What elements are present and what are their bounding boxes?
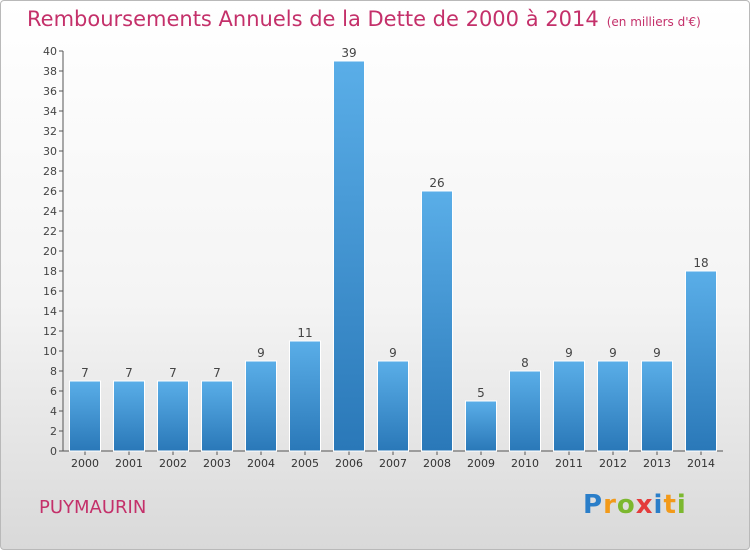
- bar-2006: [333, 60, 365, 452]
- y-tick-label: 4: [50, 405, 57, 418]
- bar-value-label: 5: [477, 386, 485, 400]
- x-axis: 2000 2001 2002 2003 2004 2005 2006 2007 2008 2009…: [63, 450, 723, 470]
- bar-2001: [113, 380, 145, 452]
- x-tick-label: 2001: [115, 457, 143, 470]
- x-tick-label: 2007: [379, 457, 407, 470]
- y-tick-label: 8: [50, 365, 57, 378]
- bar-2000: [69, 380, 101, 452]
- bar-2009: [465, 400, 497, 452]
- bar-2010: [509, 370, 541, 452]
- x-tick-label: 2011: [555, 457, 583, 470]
- y-tick-label: 26: [43, 185, 57, 198]
- x-tick-label: 2004: [247, 457, 275, 470]
- bar-value-label: 11: [297, 326, 312, 340]
- bar-value-label: 7: [213, 366, 221, 380]
- x-tick-label: 2009: [467, 457, 495, 470]
- bar-2014: [685, 270, 717, 452]
- y-tick-label: 36: [43, 85, 57, 98]
- x-tick-label: 2005: [291, 457, 319, 470]
- bar-value-label: 9: [565, 346, 573, 360]
- bar-2005: [289, 340, 321, 452]
- x-tick-label: 2003: [203, 457, 231, 470]
- x-tick-label: 2013: [643, 457, 671, 470]
- bar-value-label: 9: [389, 346, 397, 360]
- y-tick-label: 2: [50, 425, 57, 438]
- y-tick-label: 32: [43, 125, 57, 138]
- bar-value-label: 9: [653, 346, 661, 360]
- chart-title-main: Remboursements Annuels de la Dette de 20…: [27, 7, 599, 31]
- y-tick-label: 16: [43, 285, 57, 298]
- bar-value-label: 9: [609, 346, 617, 360]
- bar-2013: [641, 360, 673, 452]
- y-tick-label: 22: [43, 225, 57, 238]
- chart-title: Remboursements Annuels de la Dette de 20…: [27, 7, 701, 31]
- y-tick-label: 40: [43, 45, 57, 58]
- bar-value-label: 39: [341, 46, 356, 60]
- y-tick-label: 18: [43, 265, 57, 278]
- y-tick-label: 30: [43, 145, 57, 158]
- y-tick-label: 28: [43, 165, 57, 178]
- x-tick-label: 2002: [159, 457, 187, 470]
- x-tick-label: 2008: [423, 457, 451, 470]
- y-tick-label: 24: [43, 205, 57, 218]
- x-tick-label: 2006: [335, 457, 363, 470]
- y-tick-label: 0: [50, 445, 57, 458]
- y-tick-label: 14: [43, 305, 57, 318]
- x-tick-label: 2010: [511, 457, 539, 470]
- bar-series: 7 7 7 7 9 11 39 9 26 5 8 9 9 9 18: [69, 46, 717, 452]
- bar-2007: [377, 360, 409, 452]
- chart-unit-note: (en milliers d'€): [606, 15, 701, 29]
- x-tick-label: 2000: [71, 457, 99, 470]
- bar-2012: [597, 360, 629, 452]
- bar-2004: [245, 360, 277, 452]
- x-tick-label: 2014: [687, 457, 715, 470]
- bar-2003: [201, 380, 233, 452]
- bar-value-label: 7: [125, 366, 133, 380]
- y-tick-label: 20: [43, 245, 57, 258]
- y-tick-label: 10: [43, 345, 57, 358]
- commune-name: PUYMAURIN: [39, 497, 147, 518]
- bar-2002: [157, 380, 189, 452]
- bar-value-label: 7: [81, 366, 89, 380]
- bar-value-label: 9: [257, 346, 265, 360]
- bar-2011: [553, 360, 585, 452]
- y-tick-label: 12: [43, 325, 57, 338]
- bar-value-label: 8: [521, 356, 529, 370]
- bar-value-label: 26: [429, 176, 444, 190]
- bar-2008: [421, 190, 453, 452]
- x-tick-label: 2012: [599, 457, 627, 470]
- proxiti-logo: Proxiti: [583, 490, 687, 520]
- y-tick-label: 38: [43, 65, 57, 78]
- y-tick-label: 6: [50, 385, 57, 398]
- y-tick-label: 34: [43, 105, 57, 118]
- bar-value-label: 18: [693, 256, 708, 270]
- bar-value-label: 7: [169, 366, 177, 380]
